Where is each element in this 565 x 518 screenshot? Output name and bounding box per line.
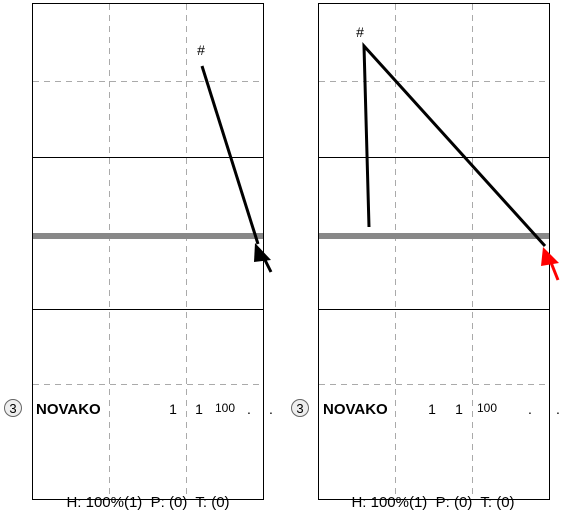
left-cursor-arrow-icon (254, 243, 273, 273)
right-dashed-horizontals (319, 81, 549, 385)
right-thick-band (319, 233, 549, 239)
left-panel: # (32, 3, 273, 500)
right-footer-status: H: 100%(1) P: (0) T: (0) (351, 494, 514, 511)
right-row-col-1: 1 (428, 401, 436, 417)
right-path-marker: # (356, 24, 364, 40)
right-solid-horizontals (319, 157, 549, 310)
right-panel: # (318, 3, 560, 500)
left-solid-horizontals (33, 157, 263, 310)
right-row-number-badge (291, 399, 309, 417)
left-row-number-badge (4, 399, 22, 417)
right-dashed-verticals (395, 4, 473, 499)
right-cursor-arrow-icon (541, 247, 560, 281)
left-row-col-1: 1 (169, 401, 177, 417)
left-row-name: NOVAKO (36, 401, 101, 418)
right-row-name: NOVAKO (323, 401, 388, 418)
left-dashed-verticals (109, 4, 187, 499)
left-row-col-3: 100 (215, 401, 235, 415)
left-row: 3 NOVAKO 1 1 100 . . (4, 399, 273, 418)
left-path-marker: # (197, 42, 205, 58)
right-row-number: 3 (296, 401, 303, 416)
left-dashed-horizontals (33, 81, 263, 385)
left-row-col-5: . (269, 401, 273, 417)
right-row-col-3: 100 (477, 401, 497, 415)
left-panel-frame (32, 3, 264, 500)
right-path-line (362, 41, 547, 248)
left-thick-band (33, 233, 263, 239)
right-row-col-4: . (528, 401, 532, 417)
left-row-number: 3 (9, 401, 16, 416)
right-row-col-2: 1 (455, 401, 463, 417)
right-row: 3 NOVAKO 1 1 100 . . (291, 399, 560, 418)
left-footer-status: H: 100%(1) P: (0) T: (0) (66, 494, 229, 511)
left-row-col-4: . (247, 401, 251, 417)
left-path-line (200, 65, 260, 245)
right-row-col-5: . (556, 401, 560, 417)
right-panel-frame (318, 3, 550, 500)
left-row-col-2: 1 (195, 401, 203, 417)
